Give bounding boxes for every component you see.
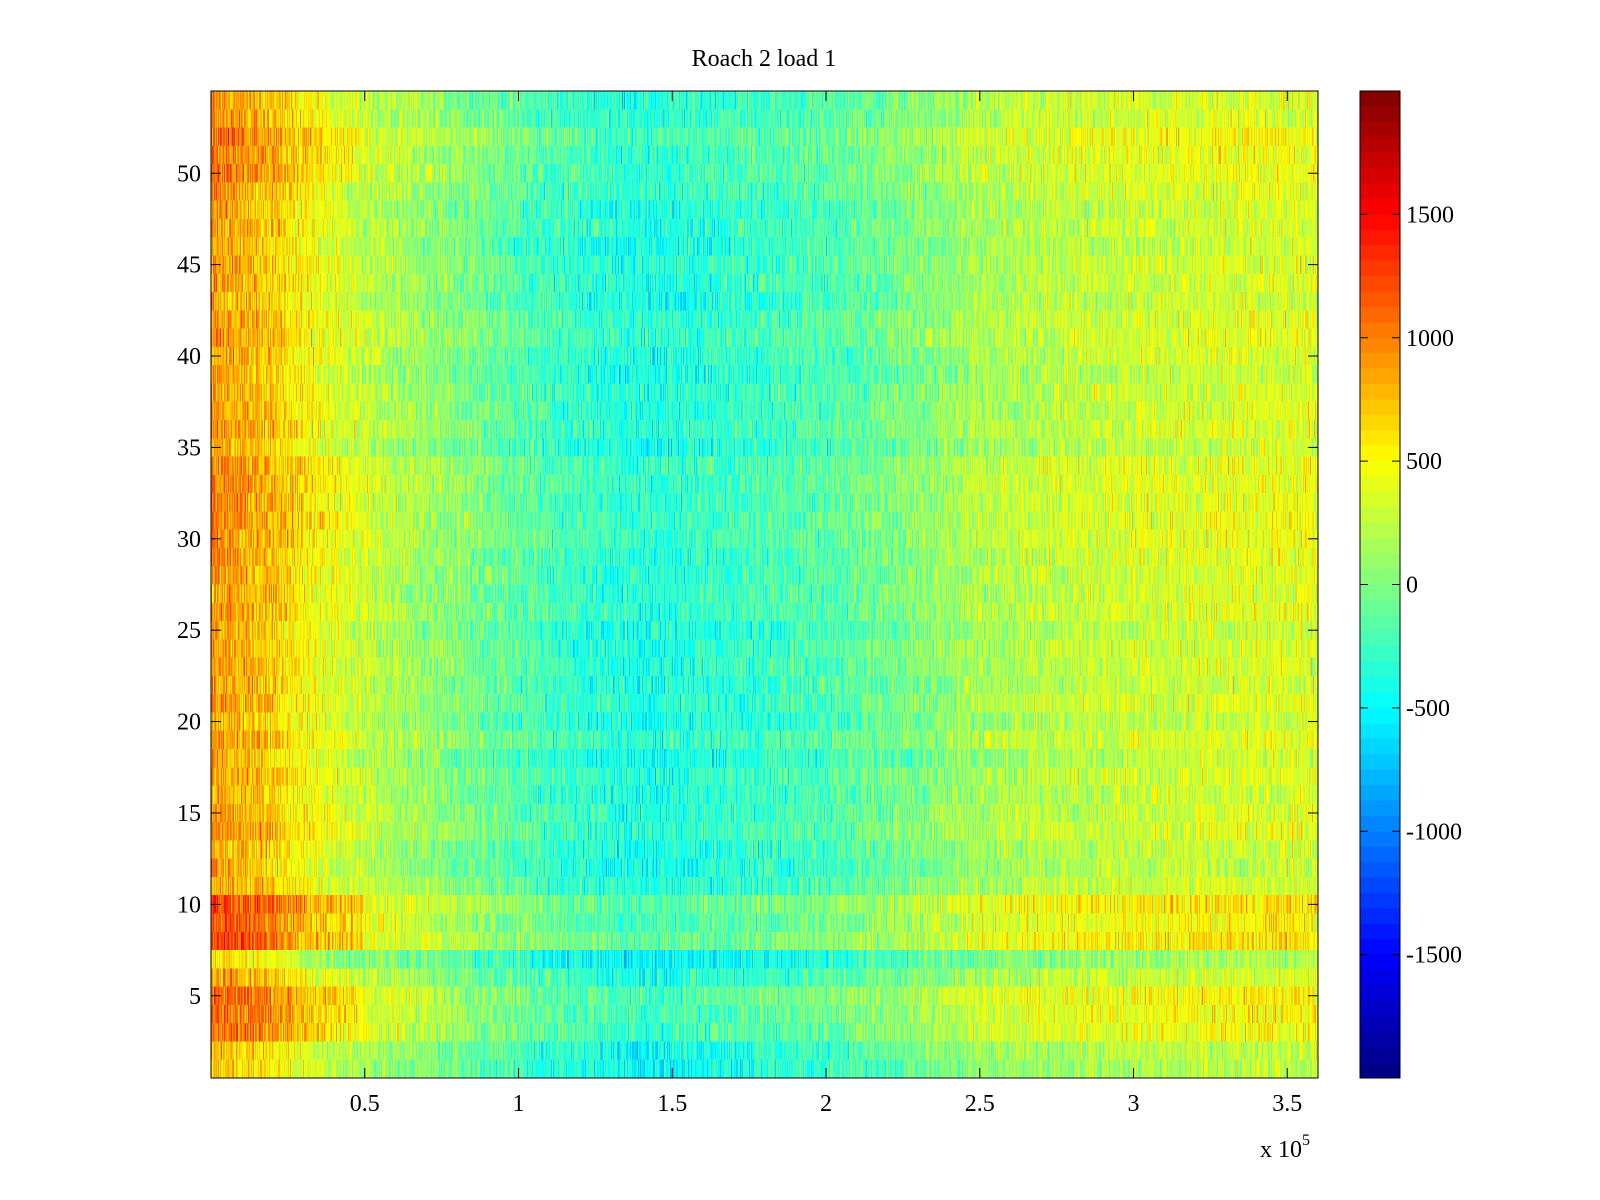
x-axis-exponent: x 105 bbox=[1260, 1132, 1310, 1163]
colorbar-tick-label: 1500 bbox=[1406, 202, 1454, 228]
x-axis-exponent-power: 5 bbox=[1302, 1132, 1310, 1149]
x-tick-label: 2.5 bbox=[965, 1091, 995, 1117]
y-tick-label: 30 bbox=[177, 527, 201, 553]
colorbar-axis: 1500 1000 500 0 -500 -1000 -1500 bbox=[1360, 202, 1462, 969]
colorbar-tick-label: -500 bbox=[1406, 696, 1450, 722]
y-tick-label: 40 bbox=[177, 344, 201, 370]
x-tick-label: 2 bbox=[820, 1091, 832, 1117]
colorbar-tick-label: 1000 bbox=[1406, 326, 1454, 352]
heatmap-image bbox=[211, 91, 1318, 1078]
x-tick-label: 3.5 bbox=[1272, 1091, 1302, 1117]
chart-title: Roach 2 load 1 bbox=[692, 46, 837, 72]
x-axis: 0.5 1 1.5 2 2.5 3 3.5 bbox=[350, 91, 1302, 1117]
x-tick-label: 1 bbox=[513, 1091, 525, 1117]
y-tick-label: 15 bbox=[177, 801, 201, 827]
y-tick-label: 35 bbox=[177, 435, 201, 461]
y-tick-label: 10 bbox=[177, 892, 201, 918]
y-tick-label: 25 bbox=[177, 618, 201, 644]
x-tick-label: 3 bbox=[1128, 1091, 1140, 1117]
y-tick-label: 45 bbox=[177, 253, 201, 279]
x-tick-label: 1.5 bbox=[657, 1091, 687, 1117]
colorbar-tick-label: 0 bbox=[1406, 573, 1418, 599]
x-tick-label: 0.5 bbox=[350, 1091, 380, 1117]
plot-area-frame bbox=[210, 90, 1319, 1079]
y-axis: 5 10 15 20 25 30 35 40 45 50 bbox=[177, 161, 1318, 1010]
y-tick-label: 50 bbox=[177, 161, 201, 187]
colorbar-tick-label: -1500 bbox=[1406, 943, 1462, 969]
y-tick-label: 20 bbox=[177, 710, 201, 736]
x-axis-exponent-base: x 10 bbox=[1260, 1137, 1302, 1163]
colorbar-tick-label: 500 bbox=[1406, 449, 1442, 475]
colorbar-tick-label: -1000 bbox=[1406, 819, 1462, 845]
y-tick-label: 5 bbox=[189, 984, 201, 1010]
